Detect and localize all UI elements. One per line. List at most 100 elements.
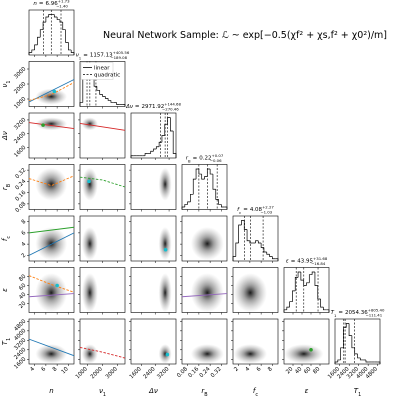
histogram-step: [308, 274, 313, 283]
lower-error: −1.40: [56, 4, 68, 9]
histogram-step: [104, 96, 109, 99]
equals: =: [243, 207, 248, 213]
histogram-step: [292, 290, 296, 302]
histogram-step: [357, 353, 361, 359]
label-main: r: [186, 156, 189, 162]
fit-line: [28, 275, 75, 293]
label-sub: 1: [103, 392, 106, 398]
x-tick-label: 8: [52, 366, 59, 373]
label-main: ε: [305, 387, 309, 395]
fit-line: [79, 176, 126, 188]
legend-label: quadratic: [94, 73, 120, 79]
density: [81, 273, 98, 313]
histogram-step: [45, 16, 49, 23]
histogram-step: [102, 94, 106, 97]
histogram-step: [283, 309, 287, 313]
histogram-step: [172, 131, 177, 158]
y-tick-label: 80: [18, 273, 28, 283]
density: [158, 344, 172, 364]
marker-point: [87, 179, 91, 184]
lower-error: −16.84: [311, 261, 326, 266]
panel-frame: [181, 318, 228, 365]
upper-error: +31.68: [313, 256, 328, 261]
histogram-step: [348, 323, 352, 336]
histogram-step: [155, 146, 160, 149]
y-axis-label: Δν: [1, 131, 9, 141]
histogram-step: [190, 193, 194, 202]
label-main: T: [354, 387, 359, 395]
y-tick-label: 40: [18, 291, 28, 301]
density: [81, 167, 98, 201]
histogram-step: [311, 271, 315, 275]
density: [233, 344, 268, 364]
histogram-step: [195, 168, 199, 180]
label-main: ν: [99, 387, 103, 395]
x-tick-label: 60: [303, 366, 313, 376]
histogram-title: ν1 = 1157.13+405.56 −189.08: [76, 50, 130, 60]
panel-frame: [232, 267, 279, 313]
median-value: 0.22: [199, 156, 211, 162]
fit-line: [79, 122, 126, 131]
label-main: Δν: [148, 387, 158, 395]
equals: =: [291, 259, 296, 265]
histogram-step: [218, 199, 222, 205]
fit-line: [28, 79, 75, 103]
histogram-step: [263, 247, 267, 253]
upper-error: +144.68: [164, 102, 181, 107]
label-main: ν: [1, 84, 9, 88]
lower-error: −0.06: [210, 158, 222, 163]
histogram-step: [167, 117, 171, 125]
label-sub: 1: [6, 80, 12, 83]
histogram-step: [48, 14, 52, 18]
panel-frame: [130, 215, 177, 262]
density: [35, 273, 68, 313]
y-tick-label: 0.16: [15, 189, 28, 202]
label-main: ε: [1, 288, 9, 292]
histogram-step: [340, 347, 344, 360]
y-tick-label: 3200: [13, 117, 27, 131]
histogram-step: [96, 86, 100, 91]
label-main: T: [331, 310, 335, 316]
x-tick-label: 2: [233, 366, 240, 373]
histogram-step: [164, 123, 168, 136]
fit-line: [28, 338, 75, 357]
histogram-step: [99, 90, 103, 95]
upper-error: +0.07: [211, 153, 223, 158]
density: [190, 226, 224, 261]
histogram-title: n = 6.96+1.73 −1.40: [33, 0, 70, 9]
marker-point: [165, 352, 170, 357]
histogram-step: [235, 242, 239, 257]
fit-line: [28, 82, 75, 101]
histogram-step: [79, 102, 83, 107]
histogram-step: [37, 36, 41, 45]
label-sub: 1: [358, 392, 361, 398]
histogram-step: [275, 258, 279, 261]
x-tick-label: 4: [245, 366, 252, 373]
panel-frame: [232, 215, 279, 262]
label-sub: 1: [334, 313, 337, 318]
histogram-step: [107, 98, 111, 101]
histogram-step: [306, 282, 310, 286]
panel-frame: [130, 112, 177, 159]
label-main: f: [237, 207, 240, 213]
density: [158, 273, 172, 313]
y-axis-label: rB: [1, 183, 12, 190]
y-tick-label: 3000: [13, 66, 27, 80]
histogram-step: [70, 49, 75, 55]
histogram-step: [286, 306, 290, 310]
histogram-step: [28, 52, 32, 55]
histogram-step: [122, 104, 126, 107]
density: [158, 167, 172, 201]
panel-frame: [181, 267, 228, 313]
y-tick-label: 8: [21, 218, 28, 225]
label-main: ν: [76, 53, 79, 59]
x-tick-label: 1600: [129, 366, 143, 380]
median-value: 2054.36: [345, 310, 368, 316]
histogram-step: [184, 204, 188, 207]
y-axis-label: ε: [1, 288, 9, 292]
histogram-step: [204, 176, 208, 180]
marker-point: [309, 347, 313, 352]
y-axis-label: T1: [1, 338, 12, 345]
label-sub: B: [6, 183, 12, 187]
x-tick-label: 6: [41, 366, 48, 373]
